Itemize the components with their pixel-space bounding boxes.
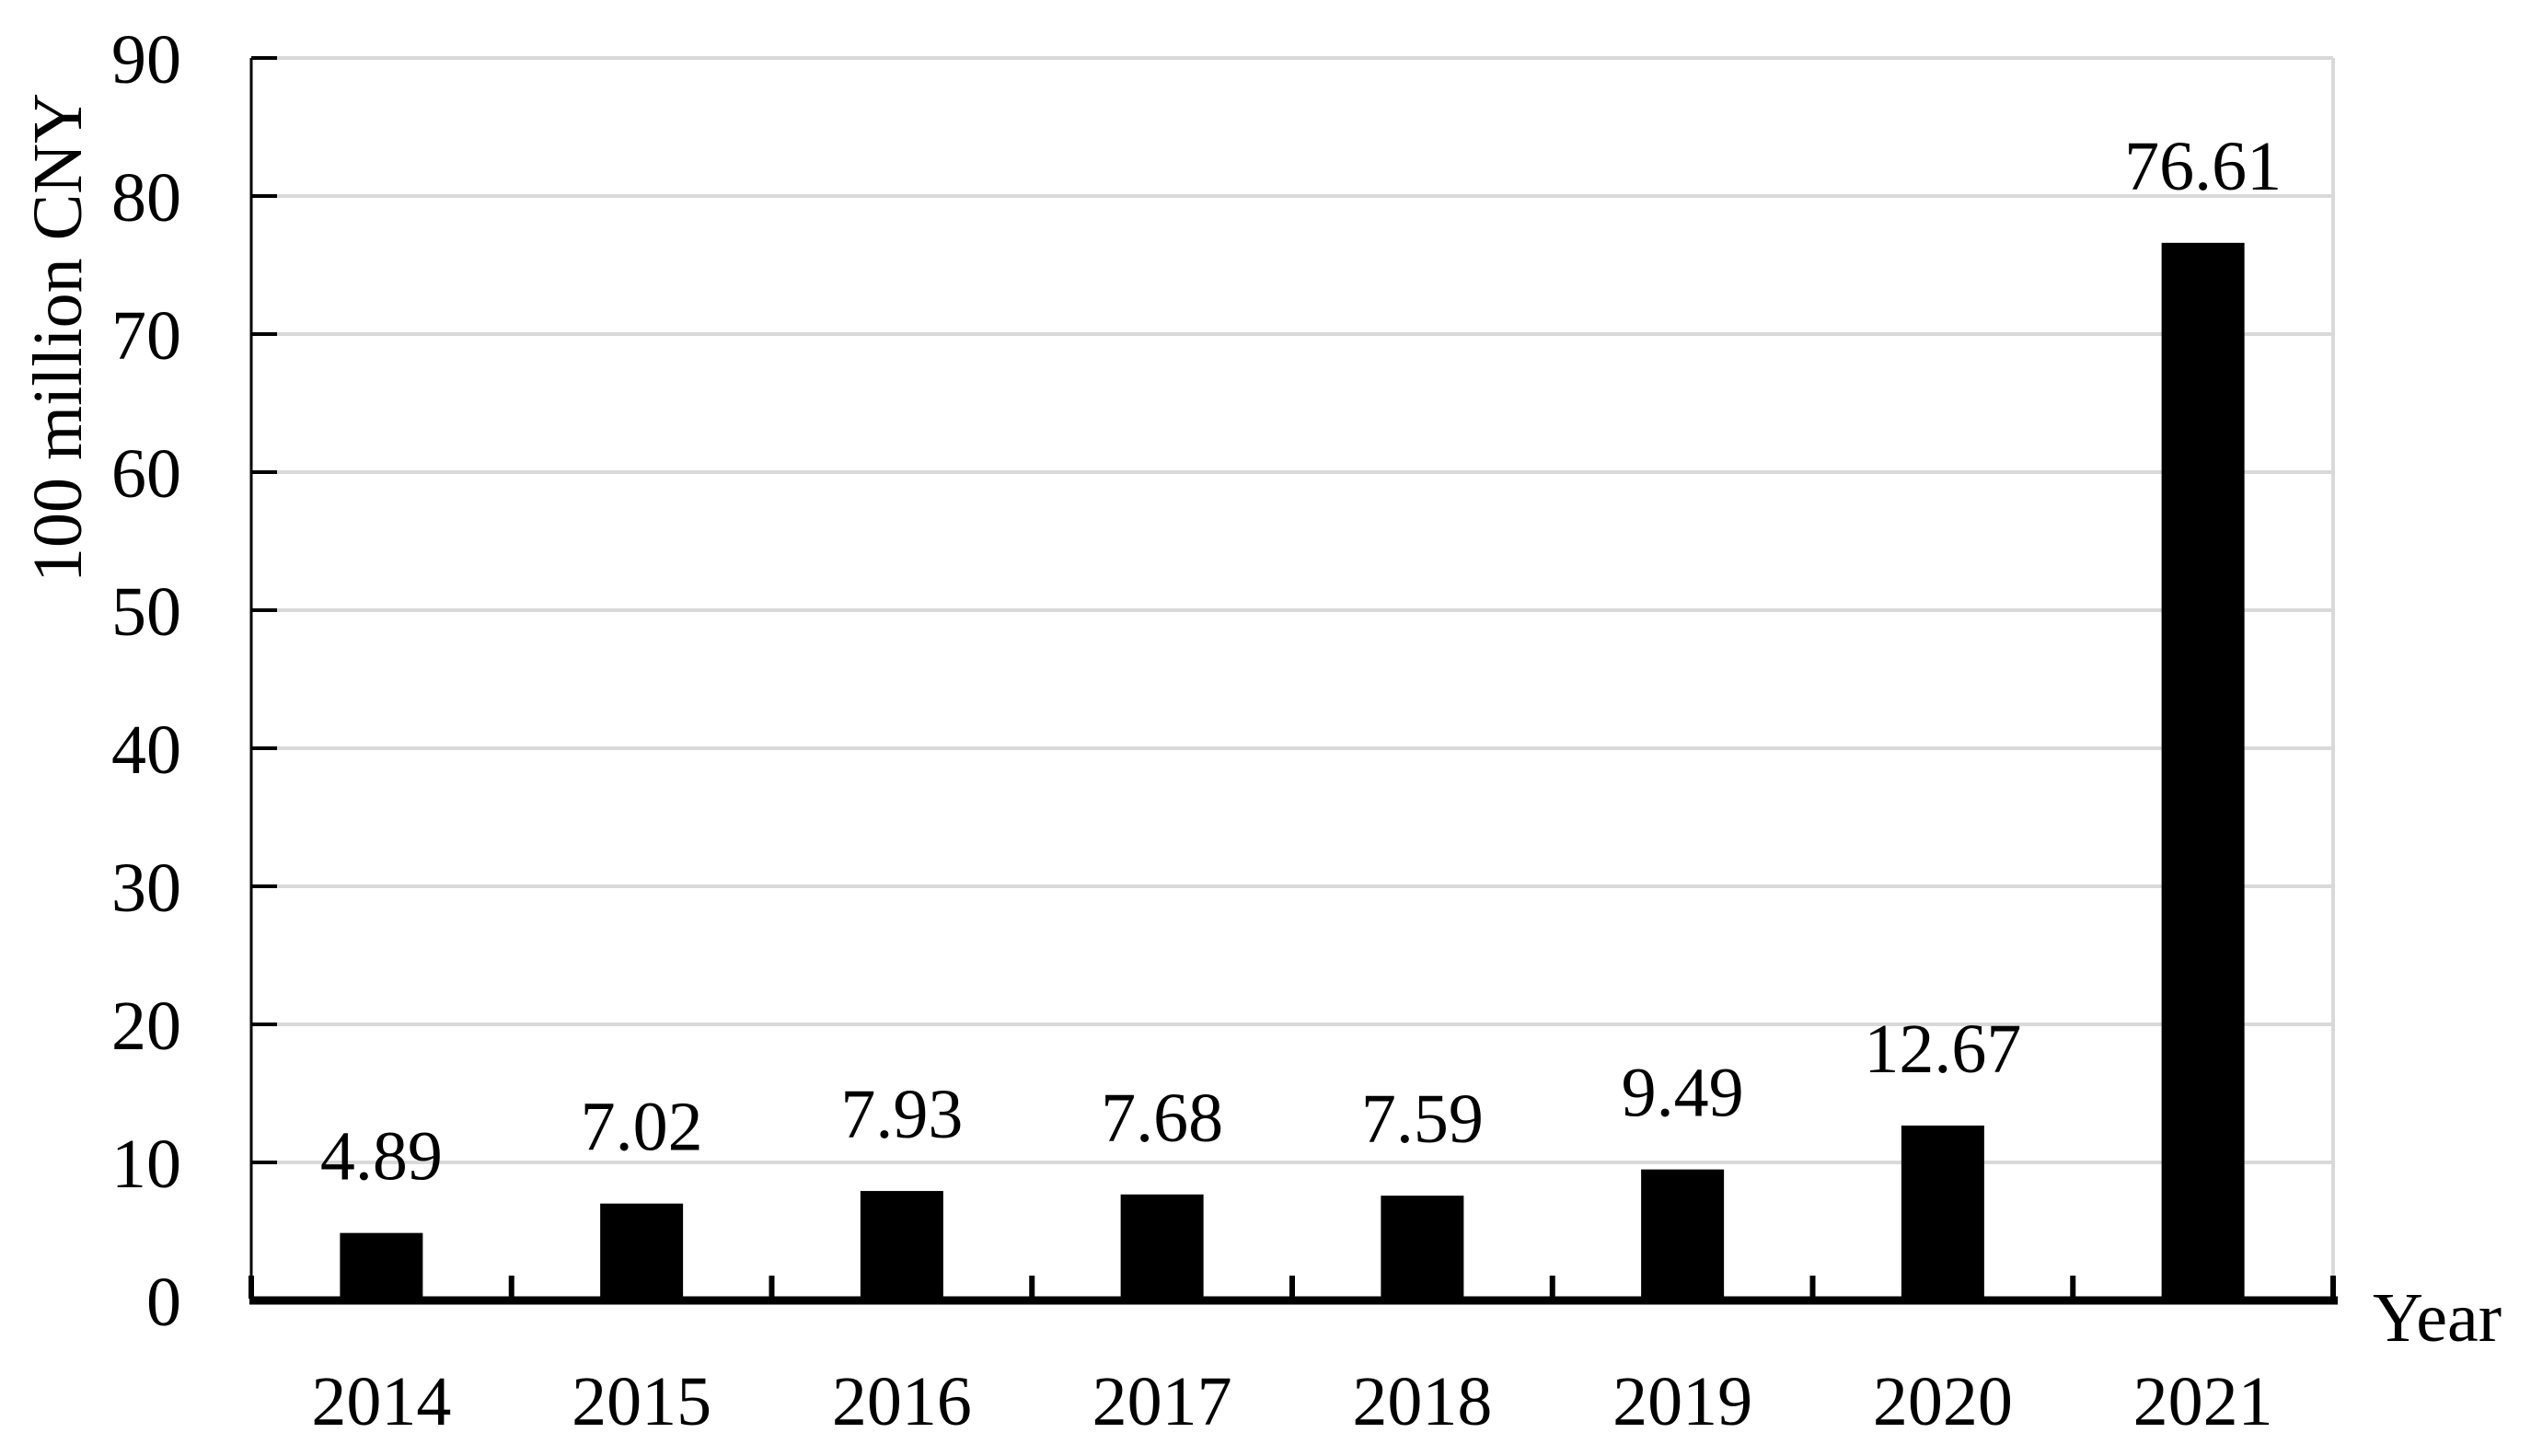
y-tick-label-70: 70 (111, 297, 181, 375)
x-category-labels: 2014 2015 2016 2017 2018 2019 2020 2021 (311, 1363, 2272, 1440)
y-tick-label-80: 80 (111, 159, 181, 237)
bar-label-2014: 4.89 (320, 1118, 443, 1196)
y-axis-tick-labels: 0 10 20 30 40 50 60 70 80 90 (111, 21, 181, 1341)
x-category-label-2016: 2016 (832, 1363, 972, 1440)
bar-2019 (1641, 1169, 1725, 1300)
bar-label-2015: 7.02 (581, 1089, 703, 1166)
y-tick-label-50: 50 (111, 573, 181, 651)
x-category-label-2015: 2015 (572, 1363, 711, 1440)
y-tick-label-0: 0 (146, 1264, 181, 1341)
y-axis-title: 100 million CNY (19, 93, 97, 583)
y-tick-label-60: 60 (111, 435, 181, 513)
x-category-label-2017: 2017 (1092, 1363, 1232, 1440)
bar-2017 (1120, 1194, 1204, 1300)
bar-2021 (2161, 242, 2245, 1301)
bar-2015 (600, 1203, 684, 1300)
x-category-label-2020: 2020 (1873, 1363, 2013, 1440)
bar-label-2021: 76.61 (2124, 128, 2282, 205)
bar-2016 (860, 1191, 943, 1300)
y-tick-label-20: 20 (111, 988, 181, 1065)
bar-label-2020: 12.67 (1864, 1011, 2021, 1088)
y-axis-ticks (251, 56, 277, 1164)
y-tick-label-10: 10 (111, 1126, 181, 1203)
bar-2014 (340, 1232, 423, 1300)
bar-2020 (1901, 1125, 1984, 1300)
gridlines (251, 56, 2335, 1300)
x-category-label-2019: 2019 (1612, 1363, 1752, 1440)
x-category-label-2018: 2018 (1352, 1363, 1492, 1440)
y-tick-label-90: 90 (111, 21, 181, 98)
bar-value-labels: 4.89 7.02 7.93 7.68 7.59 9.49 12.67 76.61 (320, 128, 2282, 1196)
y-tick-label-30: 30 (111, 849, 181, 927)
bar-label-2017: 7.68 (1101, 1080, 1223, 1157)
bars (340, 242, 2245, 1301)
bar-label-2016: 7.93 (840, 1076, 963, 1153)
x-axis-title: Year (2373, 1279, 2502, 1357)
x-category-label-2014: 2014 (311, 1363, 451, 1440)
bar-label-2019: 9.49 (1622, 1055, 1744, 1132)
bar-label-2018: 7.59 (1361, 1080, 1484, 1158)
x-axis-ticks (248, 1276, 2336, 1299)
x-category-label-2021: 2021 (2133, 1363, 2273, 1440)
bar-2018 (1381, 1196, 1464, 1300)
y-tick-label-40: 40 (111, 711, 181, 789)
